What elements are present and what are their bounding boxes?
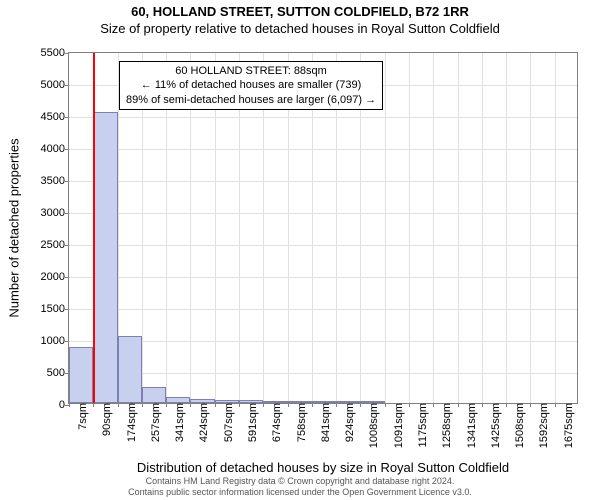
xtick-mark — [239, 403, 240, 407]
xtick-label: 1341sqm — [462, 403, 478, 448]
gridline-vertical — [433, 53, 434, 403]
xtick-mark — [118, 403, 119, 407]
xtick-label: 424sqm — [194, 403, 210, 442]
gridline-horizontal — [69, 277, 577, 278]
xtick-mark — [93, 403, 94, 407]
gridline-horizontal — [69, 213, 577, 214]
annotation-line-1: 60 HOLLAND STREET: 88sqm — [126, 64, 376, 78]
xtick-mark — [433, 403, 434, 407]
histogram-bar — [142, 387, 166, 403]
xtick-mark — [530, 403, 531, 407]
xtick-mark — [190, 403, 191, 407]
xtick-label: 674sqm — [267, 403, 283, 442]
x-axis-label: Distribution of detached houses by size … — [137, 460, 509, 475]
xtick-label: 1258sqm — [437, 403, 453, 448]
xtick-label: 1592sqm — [534, 403, 550, 448]
ytick-label: 5500 — [41, 47, 69, 59]
xtick-label: 341sqm — [170, 403, 186, 442]
ytick-label: 2500 — [41, 239, 69, 251]
gridline-vertical — [409, 53, 410, 403]
footer-line-1: Contains HM Land Registry data © Crown c… — [0, 476, 600, 487]
histogram-bar — [118, 336, 142, 403]
xtick-label: 174sqm — [122, 403, 138, 442]
ytick-label: 3500 — [41, 175, 69, 187]
xtick-label: 257sqm — [146, 403, 162, 442]
xtick-mark — [385, 403, 386, 407]
xtick-mark — [506, 403, 507, 407]
ytick-label: 4000 — [41, 143, 69, 155]
annotation-box: 60 HOLLAND STREET: 88sqm← 11% of detache… — [119, 61, 383, 110]
page-subtitle: Size of property relative to detached ho… — [0, 19, 600, 36]
gridline-horizontal — [69, 117, 577, 118]
plot-area: 0500100015002000250030003500400045005000… — [68, 52, 578, 404]
ytick-label: 0 — [59, 399, 69, 411]
gridline-vertical — [555, 53, 556, 403]
footer-attribution: Contains HM Land Registry data © Crown c… — [0, 476, 600, 498]
xtick-label: 1508sqm — [510, 403, 526, 448]
xtick-label: 7sqm — [73, 403, 89, 430]
xtick-label: 1675sqm — [559, 403, 575, 448]
gridline-vertical — [506, 53, 507, 403]
gridline-horizontal — [69, 309, 577, 310]
gridline-horizontal — [69, 341, 577, 342]
xtick-label: 841sqm — [316, 403, 332, 442]
xtick-mark — [458, 403, 459, 407]
xtick-mark — [142, 403, 143, 407]
annotation-line-2: ← 11% of detached houses are smaller (73… — [126, 78, 376, 92]
gridline-vertical — [482, 53, 483, 403]
gridline-horizontal — [69, 373, 577, 374]
gridline-vertical — [458, 53, 459, 403]
gridline-horizontal — [69, 181, 577, 182]
ytick-label: 500 — [47, 367, 69, 379]
histogram-bar — [93, 112, 117, 403]
annotation-line-3: 89% of semi-detached houses are larger (… — [126, 93, 376, 107]
xtick-label: 758sqm — [292, 403, 308, 442]
xtick-mark — [409, 403, 410, 407]
ytick-label: 3000 — [41, 207, 69, 219]
xtick-label: 507sqm — [219, 403, 235, 442]
ytick-label: 1500 — [41, 303, 69, 315]
xtick-mark — [336, 403, 337, 407]
xtick-mark — [166, 403, 167, 407]
ytick-label: 2000 — [41, 271, 69, 283]
xtick-mark — [69, 403, 70, 407]
ytick-label: 4500 — [41, 111, 69, 123]
xtick-label: 924sqm — [340, 403, 356, 442]
ytick-label: 5000 — [41, 79, 69, 91]
xtick-label: 591sqm — [243, 403, 259, 442]
gridline-vertical — [530, 53, 531, 403]
ytick-label: 1000 — [41, 335, 69, 347]
gridline-vertical — [385, 53, 386, 403]
xtick-label: 1091sqm — [389, 403, 405, 448]
chart-container: 60, HOLLAND STREET, SUTTON COLDFIELD, B7… — [0, 0, 600, 500]
xtick-mark — [312, 403, 313, 407]
y-axis-label: Number of detached properties — [7, 138, 22, 317]
xtick-mark — [263, 403, 264, 407]
xtick-mark — [555, 403, 556, 407]
xtick-mark — [215, 403, 216, 407]
property-marker-line — [93, 53, 95, 403]
xtick-label: 1008sqm — [364, 403, 380, 448]
xtick-mark — [360, 403, 361, 407]
histogram-bar — [69, 347, 93, 403]
footer-line-2: Contains public sector information licen… — [0, 487, 600, 498]
page-title: 60, HOLLAND STREET, SUTTON COLDFIELD, B7… — [0, 0, 600, 19]
xtick-label: 90sqm — [97, 403, 113, 436]
gridline-horizontal — [69, 149, 577, 150]
xtick-label: 1425sqm — [486, 403, 502, 448]
xtick-mark — [288, 403, 289, 407]
xtick-label: 1175sqm — [413, 403, 429, 447]
xtick-mark — [482, 403, 483, 407]
gridline-horizontal — [69, 245, 577, 246]
